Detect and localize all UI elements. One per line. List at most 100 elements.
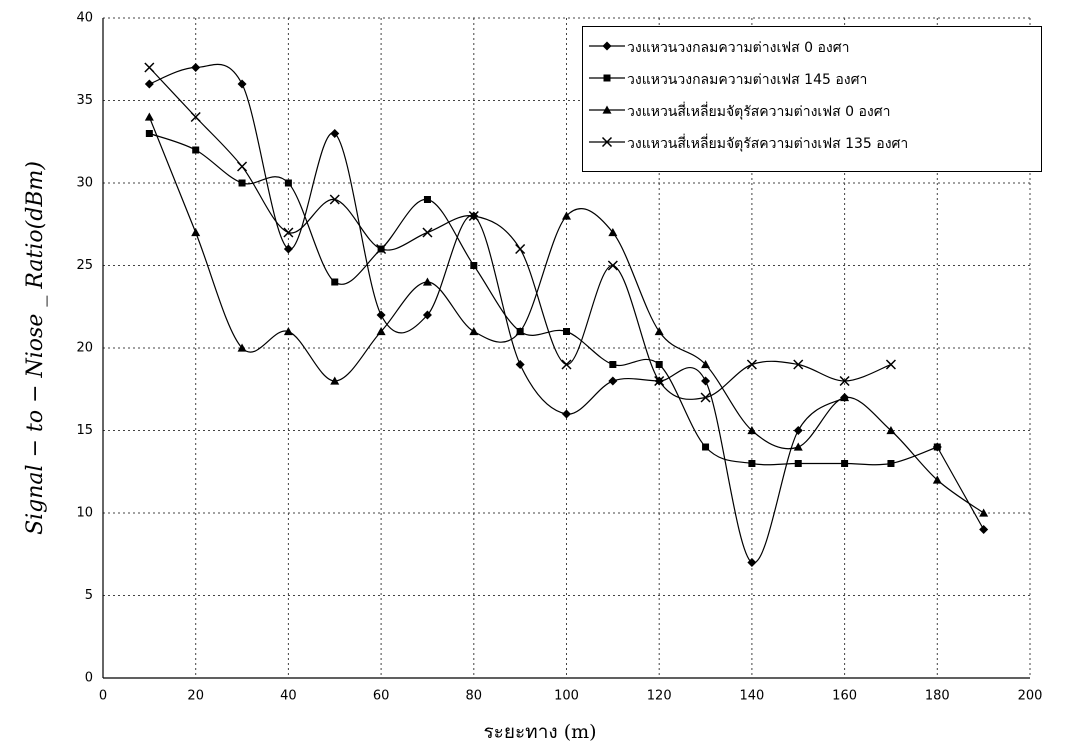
x-tick-label: 0 <box>99 689 107 704</box>
marker <box>422 310 432 320</box>
legend-item: วงแหวนสี่เหลี่ยมจัตุรัสความต่างเฟส 0 องศ… <box>587 101 1037 123</box>
y-axis-label: Signal − to − Niose _ Ratio(dBm) <box>23 161 48 535</box>
marker <box>654 375 665 387</box>
marker <box>654 327 664 336</box>
marker <box>700 392 711 403</box>
marker <box>701 376 711 386</box>
legend-swatch <box>589 136 625 148</box>
marker <box>887 460 895 467</box>
legend-swatch <box>589 74 625 82</box>
legend-swatch <box>589 105 625 114</box>
marker <box>840 393 850 402</box>
legend-item: วงแหวนวงกลมความต่างเฟส 145 องศา <box>587 69 1037 91</box>
marker <box>793 426 803 435</box>
y-tick-label: 15 <box>76 423 93 438</box>
legend-item: วงแหวนวงกลมความต่างเฟส 0 องศา <box>587 37 1037 59</box>
marker <box>190 111 201 123</box>
marker <box>601 136 613 148</box>
marker <box>237 79 247 89</box>
y-tick-label: 0 <box>85 671 93 686</box>
x-tick-label: 40 <box>280 689 297 704</box>
marker <box>238 179 246 187</box>
y-tick-label: 30 <box>76 176 93 191</box>
legend-label: วงแหวนวงกลมความต่างเฟส 0 องศา <box>627 40 850 56</box>
marker <box>655 361 663 368</box>
marker <box>886 426 896 435</box>
marker <box>885 359 896 370</box>
marker <box>422 277 432 286</box>
marker <box>330 129 340 138</box>
marker <box>144 79 154 89</box>
marker <box>841 460 849 467</box>
marker <box>979 508 989 517</box>
marker <box>793 359 804 370</box>
marker <box>330 376 340 385</box>
marker <box>145 130 153 137</box>
marker <box>562 211 571 220</box>
y-tick-label: 25 <box>76 258 93 273</box>
marker <box>469 327 479 336</box>
x-tick-label: 200 <box>1018 689 1043 704</box>
marker <box>747 558 757 567</box>
marker <box>747 426 757 435</box>
x-tick-label: 160 <box>832 689 857 704</box>
legend-swatch <box>589 41 625 51</box>
x-tick-label: 20 <box>187 689 204 704</box>
series-line <box>149 63 985 564</box>
x-tick-label: 140 <box>739 689 764 704</box>
legend-label: วงแหวนสี่เหลี่ยมจัตุรัสความต่างเฟส 135 อ… <box>627 136 909 152</box>
legend-item: วงแหวนสี่เหลี่ยมจัตุรัสความต่างเฟส 135 อ… <box>587 133 1037 155</box>
marker <box>701 360 711 369</box>
marker <box>329 194 340 205</box>
marker <box>376 310 386 320</box>
legend: วงแหวนวงกลมความต่างเฟส 0 องศาวงแหวนวงกลม… <box>582 26 1042 172</box>
marker <box>470 262 478 269</box>
marker <box>515 360 525 369</box>
marker <box>515 327 525 336</box>
marker <box>839 375 850 387</box>
marker <box>191 63 201 72</box>
marker <box>192 146 200 154</box>
marker <box>422 227 433 238</box>
marker <box>702 443 710 451</box>
marker <box>423 196 431 203</box>
marker <box>608 228 618 237</box>
x-tick-label: 100 <box>554 689 579 704</box>
series-line <box>148 116 984 514</box>
marker <box>794 460 802 467</box>
y-tick-label: 35 <box>76 93 93 108</box>
marker <box>602 41 612 51</box>
x-tick-label: 80 <box>466 689 483 704</box>
y-tick-label: 10 <box>76 506 93 521</box>
x-tick-label: 120 <box>647 689 672 704</box>
marker <box>376 243 387 255</box>
legend-label: วงแหวนวงกลมความต่างเฟส 145 องศา <box>627 72 868 88</box>
marker <box>603 74 611 82</box>
marker <box>608 376 618 386</box>
marker <box>515 243 526 255</box>
marker <box>746 359 757 370</box>
y-tick-label: 20 <box>76 341 93 356</box>
marker <box>283 327 293 336</box>
marker <box>561 359 572 370</box>
marker <box>237 343 247 352</box>
marker <box>748 460 756 467</box>
marker <box>331 278 339 286</box>
marker <box>376 327 386 336</box>
marker <box>283 244 293 254</box>
marker <box>237 161 248 172</box>
marker <box>607 260 618 271</box>
marker <box>144 112 154 121</box>
marker <box>468 210 479 222</box>
marker <box>933 443 941 451</box>
marker <box>563 328 570 335</box>
marker <box>562 409 571 419</box>
marker <box>793 442 803 451</box>
marker <box>283 227 294 238</box>
x-axis-label: ระยะทาง (m) <box>483 721 596 743</box>
marker <box>284 179 292 187</box>
x-tick-label: 60 <box>373 689 390 704</box>
marker <box>932 475 942 484</box>
